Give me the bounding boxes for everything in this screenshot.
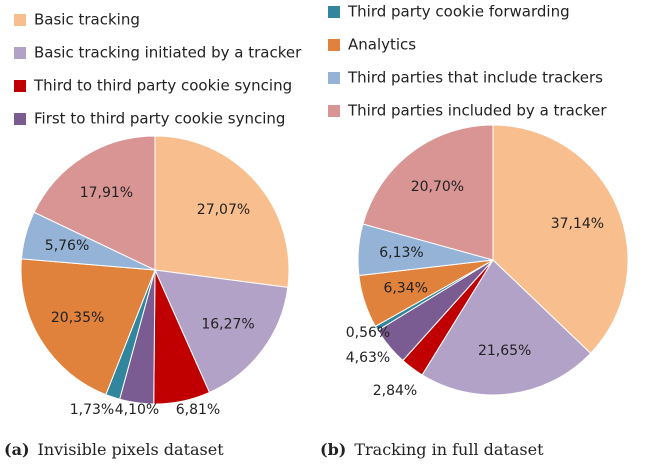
- legend-label: Basic tracking initiated by a tracker: [34, 44, 302, 62]
- caption-text: Tracking in full dataset: [354, 440, 544, 459]
- value-label: 4,63%: [346, 350, 390, 366]
- value-label: 6,13%: [379, 245, 423, 261]
- legend-label: Basic tracking: [34, 11, 140, 29]
- caption-a: (a) Invisible pixels dataset: [4, 440, 224, 459]
- pie-slice: [492, 124, 629, 355]
- value-label: 0,56%: [346, 325, 390, 341]
- pie-slice: [362, 124, 494, 261]
- legend-label: Third to third party cookie syncing: [33, 77, 292, 95]
- value-label: 17,91%: [80, 185, 133, 201]
- caption-b: (b) Tracking in full dataset: [320, 440, 544, 459]
- value-label: 6,34%: [383, 280, 427, 296]
- value-label: 20,35%: [51, 310, 104, 326]
- legend-label: First to third party cookie syncing: [34, 110, 285, 128]
- pie-slice: [33, 135, 156, 271]
- legend-swatch: [14, 80, 26, 92]
- legend-swatch: [328, 72, 340, 84]
- value-label: 6,81%: [176, 402, 220, 418]
- legend-swatch: [328, 6, 340, 18]
- legend-swatch: [14, 47, 26, 59]
- caption-label: (b): [320, 440, 346, 459]
- value-label: 20,70%: [411, 179, 464, 195]
- value-label: 16,27%: [201, 317, 254, 333]
- value-label: 21,65%: [478, 343, 531, 359]
- value-label: 27,07%: [197, 202, 250, 218]
- value-label: 5,76%: [45, 238, 89, 254]
- legend-swatch: [14, 113, 26, 125]
- value-label: 37,14%: [551, 216, 604, 232]
- legend-label: Third party cookie forwarding: [347, 3, 570, 21]
- pie-slice: [20, 258, 156, 396]
- pie-slice: [154, 269, 289, 394]
- caption-label: (a): [4, 440, 30, 459]
- legend-swatch: [328, 39, 340, 51]
- legend-label: Third parties included by a tracker: [347, 102, 607, 120]
- caption-text: Invisible pixels dataset: [38, 440, 225, 459]
- pie-slice: [154, 135, 290, 288]
- legend-label: Analytics: [348, 36, 416, 54]
- value-label: 4,10%: [115, 402, 159, 418]
- legend-swatch: [328, 105, 340, 117]
- pie-slice: [421, 259, 592, 396]
- value-label: 2,84%: [373, 383, 417, 399]
- legend-label: Third parties that include trackers: [347, 69, 603, 87]
- value-label: 1,73%: [70, 402, 114, 418]
- legend-swatch: [14, 14, 26, 26]
